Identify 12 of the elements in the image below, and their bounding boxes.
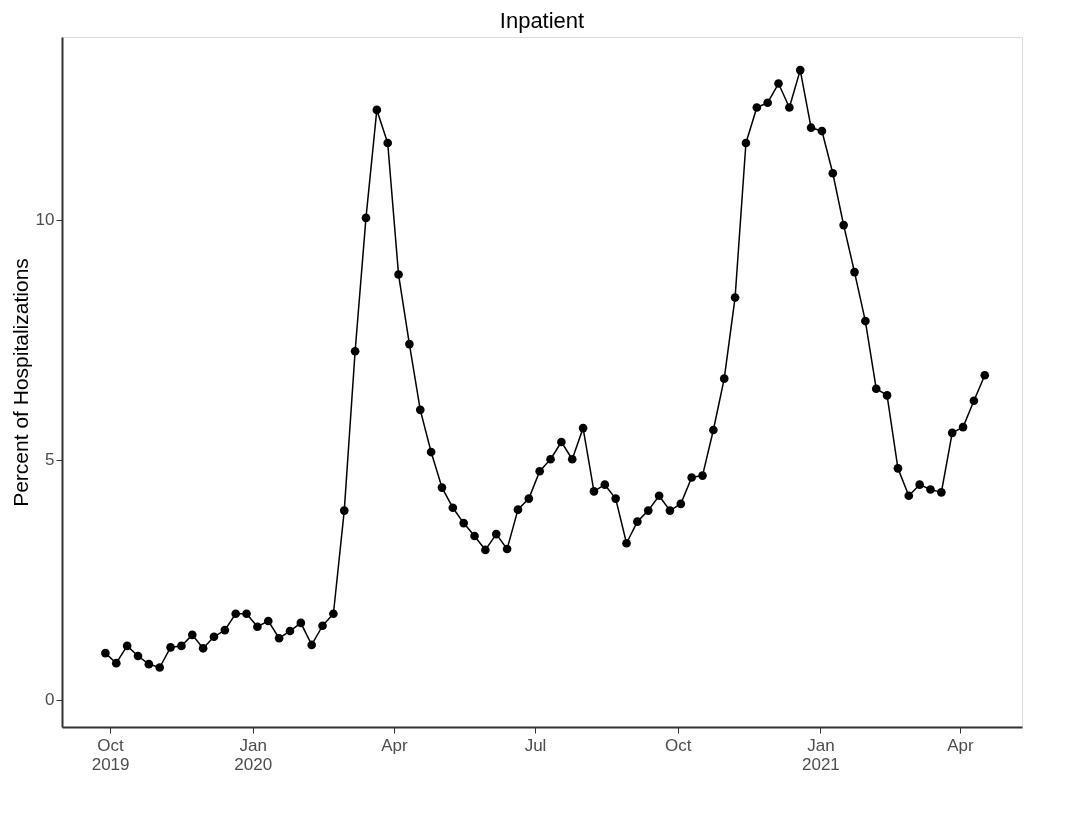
y-tick-label: 5 — [45, 450, 55, 470]
y-tick-label: 10 — [35, 210, 55, 230]
y-tick-label: 0 — [45, 690, 55, 710]
x-tick-label: Apr — [381, 735, 408, 755]
x-tick-label: Jul — [524, 735, 547, 755]
x-tick-label: Jan 2020 — [234, 735, 273, 774]
chart-title: Inpatient — [499, 8, 585, 33]
x-tick-label: Oct — [664, 735, 692, 755]
x-tick-label: Jan 2021 — [801, 735, 840, 774]
y-axis-title: Percent of Hospitalizations — [8, 258, 32, 507]
x-tick-label: Apr — [947, 735, 975, 755]
x-tick-label: Oct 2019 — [91, 735, 130, 774]
